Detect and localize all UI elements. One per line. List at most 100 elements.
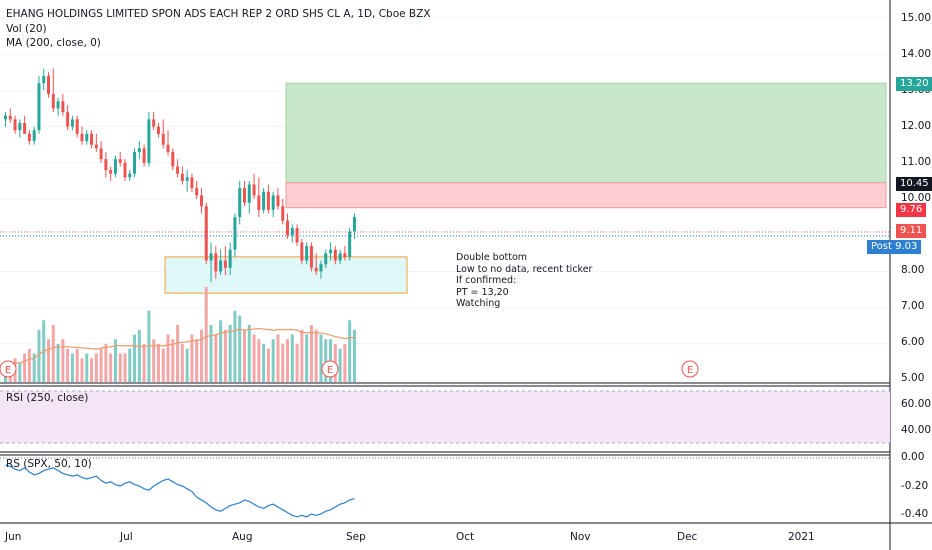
candle [324, 249, 328, 268]
rsi-band [0, 391, 890, 443]
ma-indicator-label[interactable]: MA (200, close, 0) [6, 37, 101, 49]
volume-bar [262, 344, 266, 382]
x-tick-label: Sep [346, 531, 366, 543]
stop-price-tag[interactable]: 9.76 [896, 203, 927, 217]
candle [23, 115, 27, 134]
candle [156, 122, 160, 138]
stop-zone[interactable] [285, 182, 887, 209]
volume-bar [266, 348, 270, 382]
volume-bar [133, 334, 137, 382]
candle [118, 151, 122, 167]
rs-line [5, 464, 355, 518]
candle [4, 112, 7, 127]
candle [252, 173, 256, 199]
candle [137, 141, 141, 160]
candle [243, 180, 246, 207]
volume-bar [219, 320, 223, 382]
candles [4, 68, 356, 283]
volume-bar [47, 339, 51, 382]
y-tick-label: 10.00 [901, 192, 932, 204]
volume-bar [75, 348, 79, 382]
candle [233, 213, 237, 257]
volume-bar [118, 353, 122, 382]
y-tick-label: 8.00 [901, 264, 925, 276]
candle [262, 188, 266, 214]
y-tick-label: 14.00 [901, 48, 932, 60]
candle [51, 68, 55, 113]
candle [214, 246, 218, 279]
rs-indicator-label[interactable]: RS (SPX, 50, 10) [6, 458, 92, 470]
volume-bar [309, 325, 313, 382]
volume-bar [314, 329, 318, 382]
candle [266, 184, 270, 214]
volume-bar [247, 325, 251, 382]
candle [18, 119, 22, 138]
candle [80, 126, 84, 145]
candle [147, 112, 151, 167]
volume-bar [343, 344, 347, 382]
candle [166, 130, 170, 156]
candle [276, 188, 280, 210]
candle [27, 130, 31, 145]
candle [42, 68, 46, 91]
earnings-marker[interactable]: E [681, 360, 699, 378]
candle [305, 242, 309, 265]
double-bottom-box[interactable] [164, 256, 408, 294]
candle [161, 119, 165, 149]
candle [343, 246, 347, 261]
x-tick-label: Dec [677, 531, 698, 543]
candle [176, 159, 180, 178]
candle [185, 170, 189, 192]
volume-bar [185, 348, 189, 382]
volume-indicator-label[interactable]: Vol (20) [6, 23, 47, 35]
earnings-marker[interactable]: E [0, 360, 17, 378]
target-zone[interactable] [285, 82, 887, 184]
candle [314, 253, 318, 276]
post-market-tag[interactable]: Post 9.03 [867, 240, 922, 254]
candle [257, 177, 261, 218]
volume-bar [56, 344, 60, 382]
candle [238, 180, 242, 225]
volume-bar [113, 339, 117, 382]
volume-bar [295, 344, 299, 382]
volume-bar [156, 344, 160, 382]
entry-price-tag[interactable]: 10.45 [896, 177, 932, 191]
volume-bar [348, 320, 352, 382]
volume-bar [23, 353, 27, 382]
y-tick-label: 11.00 [901, 156, 932, 168]
volume-bar [319, 334, 323, 382]
rsi-indicator-label[interactable]: RSI (250, close) [6, 392, 89, 404]
volume-bar [204, 287, 208, 382]
volume-bar [37, 329, 41, 382]
volume-bar [18, 363, 22, 382]
y-tick-label: 15.00 [901, 12, 932, 24]
rs-tick-label: -0.20 [901, 480, 929, 492]
candle [123, 159, 127, 181]
annotation-note[interactable]: Double bottom Low to no data, recent tic… [456, 252, 592, 310]
candle [333, 246, 337, 265]
post-label: Post [871, 241, 892, 252]
candle [99, 141, 103, 163]
note-line: Low to no data, recent ticker [456, 263, 593, 275]
earnings-marker[interactable]: E [321, 360, 339, 378]
volume-bar [85, 353, 89, 382]
candle [209, 242, 213, 283]
volume-bar [290, 334, 294, 382]
candle [295, 224, 299, 247]
svg-text:E: E [687, 365, 693, 376]
candle [66, 104, 70, 131]
volume-bar [80, 358, 84, 382]
target-price-tag[interactable]: 13.20 [896, 77, 932, 91]
volume-bar [209, 325, 213, 382]
candle [204, 202, 208, 265]
candle [190, 173, 194, 192]
last-price-tag[interactable]: 9.11 [896, 224, 927, 238]
x-tick-label: Aug [232, 531, 253, 543]
volume-bar [70, 353, 74, 382]
volume-bar [276, 334, 280, 382]
rs-tick-label: 0.00 [901, 451, 925, 463]
x-tick-label: Jul [120, 531, 133, 543]
candle [180, 166, 184, 185]
volume-bars [4, 287, 356, 382]
